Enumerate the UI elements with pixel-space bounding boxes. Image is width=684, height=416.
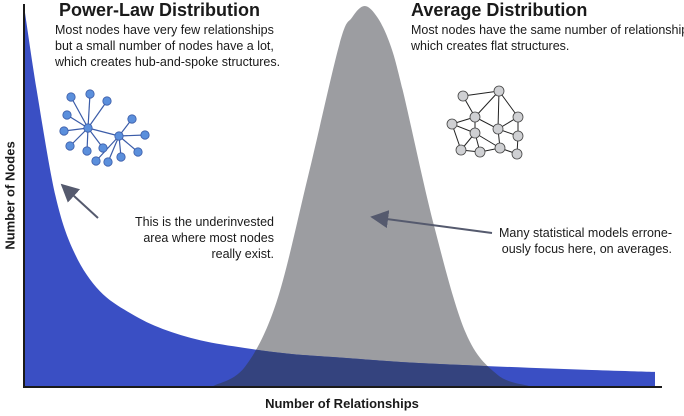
flat-network-node	[492, 123, 504, 135]
flat-network-node	[512, 111, 524, 123]
y-axis-label: Number of Nodes	[2, 141, 18, 250]
hub-network-node	[127, 114, 137, 124]
power-law-description: Most nodes have very few relationships b…	[55, 22, 280, 70]
hub-network-node	[66, 92, 76, 102]
hub-network-node	[102, 96, 112, 106]
hub-network-node	[116, 152, 126, 162]
underinvested-note-line: really exist.	[211, 247, 274, 261]
hub-network-node	[62, 110, 72, 120]
flat-network-icon	[446, 85, 524, 160]
hub-and-spoke-network-icon	[59, 89, 150, 167]
averages-focus-note: Many statistical models errone- ously fo…	[482, 225, 672, 257]
flat-network-node	[493, 85, 505, 97]
hub-network-node	[133, 147, 143, 157]
hub-network-node	[114, 131, 124, 141]
flat-network-node	[469, 111, 481, 123]
flat-network-node	[446, 118, 458, 130]
power-law-description-line: which creates hub-and-spoke structures.	[55, 55, 281, 69]
hub-network-node	[98, 143, 108, 153]
hub-network-node	[91, 156, 101, 166]
hub-network-node	[103, 157, 113, 167]
power-law-title: Power-Law Distribution	[59, 0, 261, 20]
hub-network-node	[83, 123, 93, 133]
hub-network-edge	[87, 127, 120, 137]
hub-network-node	[82, 146, 92, 156]
hub-network-edge	[107, 135, 120, 163]
power-law-distribution-area	[24, 6, 655, 386]
flat-network-node	[469, 127, 481, 139]
hub-network-node	[59, 126, 69, 136]
flat-network-node	[511, 148, 523, 160]
flat-network-edge	[462, 90, 500, 97]
hub-network-node	[140, 130, 150, 140]
flat-network-node	[494, 142, 506, 154]
average-distribution-area	[213, 6, 529, 386]
underinvested-area-note: This is the underinvested area where mos…	[94, 214, 274, 262]
flat-network-node	[512, 130, 524, 142]
flat-network-edge	[474, 90, 500, 118]
average-description-line: which creates flat structures.	[411, 39, 570, 53]
averages-note-line: Many statistical models errone-	[499, 226, 672, 240]
power-law-description-line: Most nodes have very few relationships	[55, 23, 274, 37]
flat-network-node	[474, 146, 486, 158]
averages-focus-arrow	[370, 210, 493, 234]
flat-network-node	[455, 144, 467, 156]
power-law-description-line: but a small number of nodes have a lot,	[55, 39, 274, 53]
flat-network-edge	[497, 90, 500, 130]
average-distribution-description: Most nodes have the same number of relat…	[411, 22, 684, 54]
hub-network-edge	[87, 93, 91, 129]
average-description-line: Most nodes have the same number of relat…	[411, 23, 684, 37]
underinvested-note-line: area where most nodes	[143, 231, 274, 245]
underinvested-note-line: This is the underinvested	[135, 215, 274, 229]
hub-network-node	[85, 89, 95, 99]
average-distribution-title: Average Distribution	[411, 0, 588, 20]
underinvested-area-arrow	[60, 183, 99, 219]
flat-network-node	[457, 90, 469, 102]
hub-network-edge	[87, 100, 108, 129]
hub-network-node	[65, 141, 75, 151]
hub-network-edge	[70, 96, 89, 129]
x-axis-label: Number of Relationships	[265, 396, 419, 411]
averages-note-line: ously focus here, on averages.	[501, 242, 672, 256]
